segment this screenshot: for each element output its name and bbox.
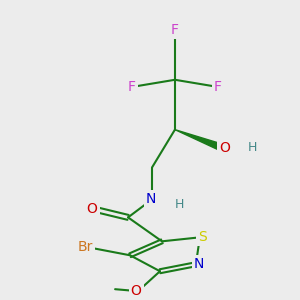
Text: N: N (146, 192, 156, 206)
Text: O: O (130, 284, 142, 298)
Text: N: N (194, 257, 204, 271)
Text: O: O (87, 202, 98, 216)
Text: O: O (219, 141, 230, 154)
Polygon shape (175, 130, 223, 151)
Text: F: F (214, 80, 222, 94)
Text: Br: Br (77, 240, 93, 254)
Text: H: H (175, 198, 184, 211)
Text: F: F (128, 80, 136, 94)
Text: S: S (199, 230, 207, 244)
Text: H: H (248, 141, 257, 154)
Text: F: F (171, 23, 179, 37)
